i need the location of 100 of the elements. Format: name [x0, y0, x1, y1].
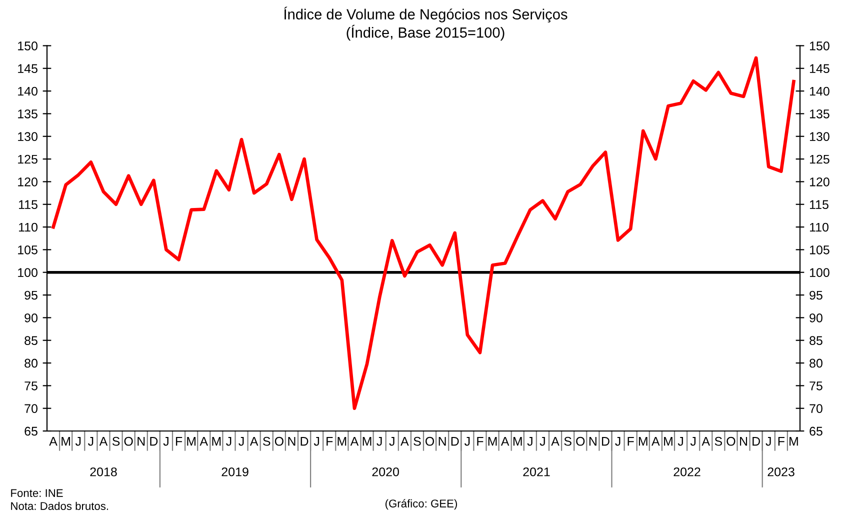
y2-tick-label: 105 [810, 245, 830, 254]
x2-tick-label: 2018 [90, 467, 117, 476]
x-tick-label: S [263, 436, 270, 446]
y-tick-label: 85 [24, 336, 38, 345]
x-tick-label: M [790, 437, 798, 446]
x-tick-label: N [288, 437, 296, 446]
x-tick-label: S [564, 436, 572, 446]
x2-tick-label: 2019 [222, 467, 248, 476]
y-tick-label: 110 [18, 222, 38, 232]
x-tick-label: O [124, 436, 133, 446]
x-tick-label: J [238, 437, 244, 446]
x-tick-label: N [438, 437, 446, 446]
y2-tick-label: 110 [810, 222, 828, 232]
y-tick-label: 150 [18, 42, 38, 50]
y-tick-label: 135 [18, 109, 38, 118]
x-tick-label: D [451, 437, 459, 446]
x-tick-label: A [99, 437, 108, 446]
x-tick-label: A [551, 437, 560, 446]
x-tick-label: J [163, 437, 168, 446]
x-tick-label: F [326, 437, 333, 446]
x-tick-label: J [615, 437, 620, 446]
x-tick-label: F [176, 437, 182, 446]
y-tick-label: 100 [18, 268, 38, 277]
x-tick-label: J [314, 437, 320, 446]
x-tick-label: A [400, 437, 409, 446]
y2-tick-label: 145 [810, 64, 830, 74]
y2-tick-label: 100 [810, 268, 830, 277]
x-tick-label: S [714, 436, 722, 446]
y2-tick-label: 95 [810, 290, 822, 300]
y2-tick-label: 125 [810, 154, 830, 164]
y2-tick-label: 150 [810, 42, 830, 50]
x-tick-label: J [690, 437, 696, 446]
y2-tick-label: 85 [810, 336, 822, 345]
x-tick-label: A [200, 437, 208, 446]
x-tick-label: A [49, 437, 58, 446]
y-tick-label: 140 [18, 86, 38, 96]
x-tick-label: M [212, 437, 221, 446]
x-tick-label: S [112, 436, 120, 446]
x-tick-label: J [75, 437, 81, 446]
y2-tick-label: 90 [810, 313, 822, 322]
x-tick-label: A [500, 437, 510, 446]
x-tick-label: F [778, 437, 784, 446]
y2-tick-label: 130 [810, 132, 830, 142]
y-tick-label: 80 [24, 358, 38, 368]
x-tick-label: A [250, 437, 258, 446]
x-tick-label: M [638, 437, 648, 446]
x-tick-label: J [226, 437, 232, 446]
y2-tick-label: 65 [810, 426, 822, 436]
x-tick-label: M [488, 437, 497, 446]
x-tick-label: F [477, 437, 484, 446]
x-tick-label: J [766, 437, 771, 446]
source-note: Fonte: INE [11, 489, 63, 497]
y-tick-label: 65 [24, 426, 38, 436]
y-tick-label: 90 [24, 313, 38, 322]
x-tick-label: S [414, 436, 421, 446]
y-tick-label: 120 [18, 177, 38, 186]
y2-tick-label: 115 [810, 200, 828, 210]
x-tick-label: A [652, 437, 660, 446]
x2-tick-label: 2022 [674, 467, 700, 476]
x2-tick-label: 2021 [523, 467, 550, 476]
x-tick-label: M [513, 437, 522, 446]
x-tick-label: N [138, 437, 145, 446]
y-tick-label: 145 [18, 64, 38, 74]
x-tick-label: N [740, 437, 748, 446]
x-tick-label: M [664, 437, 672, 446]
x-tick-label: J [88, 437, 94, 446]
x-tick-label: O [576, 436, 585, 446]
y-tick-label: 115 [18, 200, 38, 210]
x2-tick-label: 2020 [372, 467, 399, 476]
y2-tick-label: 75 [810, 382, 822, 390]
y-tick-label: 105 [18, 245, 38, 254]
y2-tick-label: 135 [810, 109, 830, 118]
x-tick-label: J [540, 437, 545, 446]
x-tick-label: J [678, 437, 683, 446]
x-tick-label: D [602, 437, 610, 446]
x-tick-label: O [426, 436, 434, 446]
x-tick-label: J [464, 437, 470, 446]
y2-tick-label: 140 [810, 86, 830, 96]
chart-subtitle: (Índice, Base 2015=100) [346, 24, 504, 41]
x-tick-label: A [350, 437, 359, 446]
x-tick-label: F [628, 437, 634, 446]
x-tick-label: D [752, 437, 760, 446]
x-tick-label: N [589, 437, 596, 446]
x-tick-label: O [726, 436, 736, 446]
y-tick-label: 125 [18, 154, 38, 164]
y-tick-label: 130 [18, 132, 38, 142]
x-tick-label: M [62, 437, 70, 446]
y2-tick-label: 80 [810, 358, 822, 368]
x-tick-label: J [527, 437, 532, 446]
x-tick-label: M [362, 437, 372, 446]
x-tick-label: D [300, 437, 308, 446]
x-tick-label: D [150, 437, 158, 446]
y2-tick-label: 70 [810, 404, 822, 413]
y-tick-label: 75 [24, 382, 38, 390]
x2-tick-label: 2023 [768, 467, 794, 476]
x-tick-label: O [274, 436, 284, 446]
text: (Gráfico: GEE) [386, 499, 457, 510]
x-tick-label: M [338, 437, 346, 446]
chart-title: Índice de Volume de Negócios nos Serviços [284, 6, 568, 22]
line-series [52, 56, 796, 410]
